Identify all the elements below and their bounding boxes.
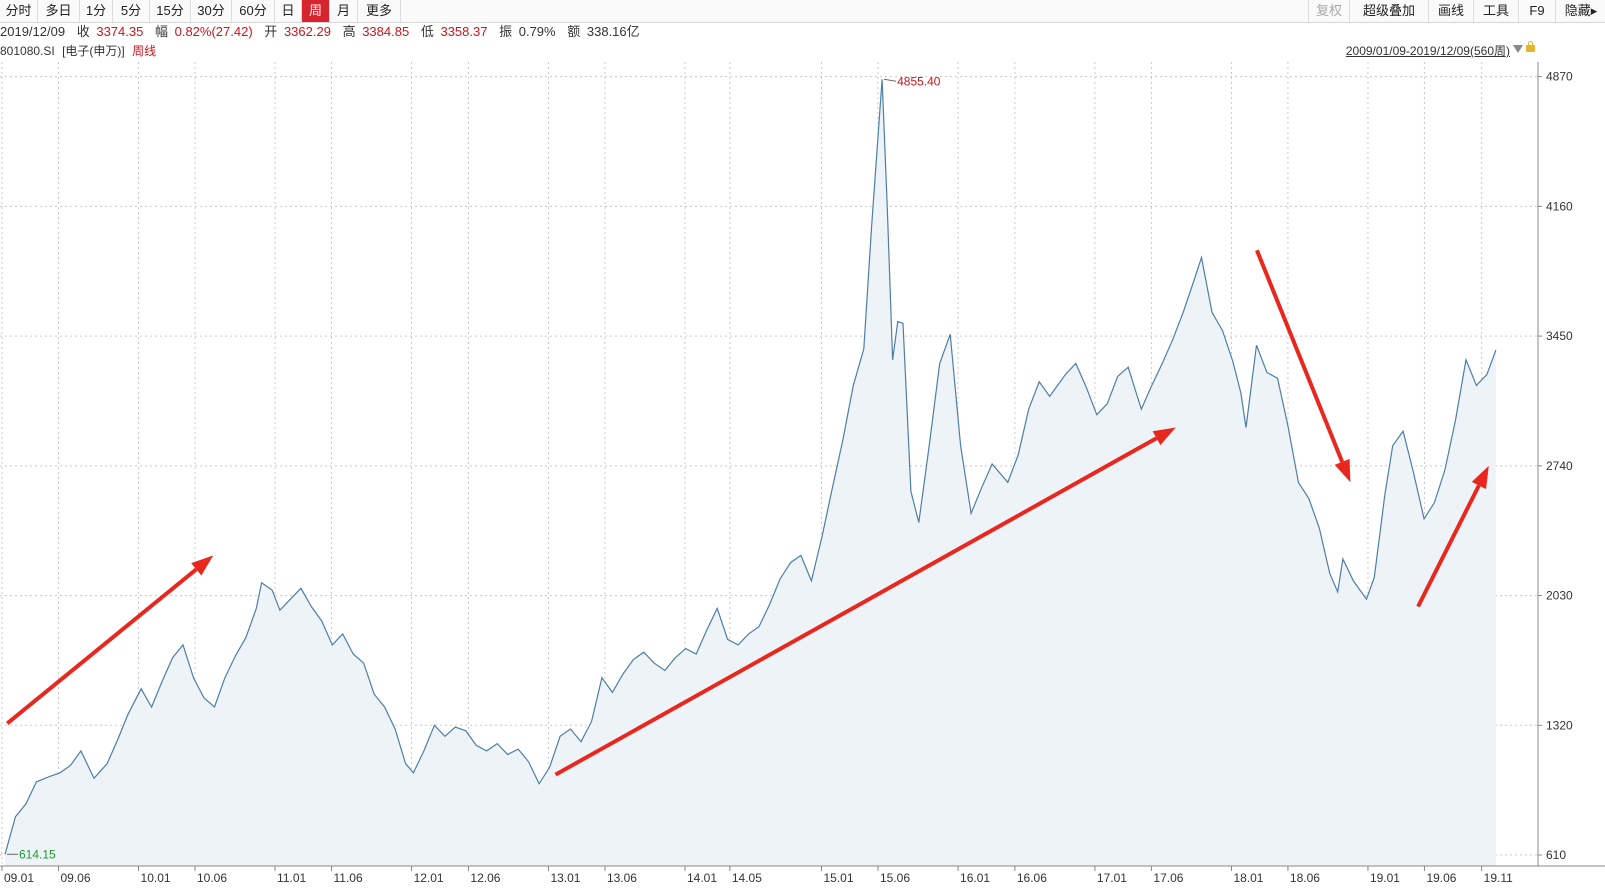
x-tick-label: 14.01	[687, 871, 717, 885]
x-tick-labels: 09.01 09.06 10.01 10.06 11.01 11.06 12.01 12.06…	[1, 866, 1513, 885]
period-button-1[interactable]: 多日	[38, 0, 80, 22]
x-tick-label: 17.06	[1153, 871, 1183, 885]
trend-arrow-head	[1471, 465, 1489, 490]
symbol-name: [电子(申万)]	[62, 44, 125, 58]
y-tick-labels: 610 1320 2030 2740 3450 4160 4870	[1538, 70, 1573, 862]
amplitude-label: 振	[499, 24, 513, 39]
symbol-code: 801080.SI	[0, 44, 55, 58]
x-tick-label: 18.06	[1290, 871, 1320, 885]
trend-arrow-shaft	[5, 567, 198, 726]
tool-button-5[interactable]: 隐藏▸	[1555, 0, 1605, 22]
period-button-3[interactable]: 5分	[113, 0, 150, 22]
trend-arrows	[5, 249, 1489, 777]
amount-label: 额	[567, 24, 581, 39]
close-value: 3374.35	[96, 24, 144, 39]
y-tick-label: 4870	[1546, 70, 1573, 84]
trend-arrow-head	[191, 555, 214, 576]
change-label: 幅	[154, 24, 168, 39]
change-value: 0.82%(27.42)	[174, 24, 253, 39]
x-tick-label: 17.01	[1097, 871, 1127, 885]
low-value: 3358.37	[440, 24, 488, 39]
date-range-selector[interactable]: 2009/01/09-2019/12/09(560周)	[1345, 44, 1510, 58]
extreme-annotations: 4855.40 614.15	[6, 74, 941, 861]
y-tick-label: 3450	[1546, 329, 1573, 343]
high-label: 高	[342, 24, 356, 39]
x-tick-label: 19.06	[1426, 871, 1456, 885]
y-tick-label: 2740	[1546, 459, 1573, 473]
x-tick-label: 14.05	[732, 871, 762, 885]
symbol-row: 801080.SI [电子(申万)] 周线	[0, 42, 156, 60]
trend-arrow-shaft	[1255, 249, 1345, 463]
y-tick-label: 2030	[1546, 589, 1573, 603]
trend-arrow-shaft	[554, 436, 1158, 777]
open-value: 3362.29	[283, 24, 331, 39]
price-area-fill	[5, 79, 1496, 867]
min-value-label: 614.15	[19, 847, 56, 861]
x-tick-label: 11.06	[334, 871, 363, 885]
x-tick-label: 19.11	[1484, 871, 1513, 885]
x-tick-label: 16.06	[1017, 871, 1047, 885]
max-value-label: 4855.40	[897, 74, 941, 88]
quote-info-row: 2019/12/09 收 3374.35 幅 0.82%(27.42) 开 33…	[0, 22, 1605, 42]
x-tick-label: 09.01	[4, 871, 34, 885]
amplitude-value: 0.79%	[518, 24, 556, 39]
x-tick-label: 09.06	[60, 871, 90, 885]
x-tick-label: 13.06	[607, 871, 637, 885]
y-tick-label: 4160	[1546, 199, 1573, 213]
trend-arrow-shaft	[1416, 484, 1481, 608]
lock-icon[interactable]	[1526, 41, 1535, 52]
y-tick-label: 610	[1546, 848, 1566, 862]
period-button-2[interactable]: 1分	[80, 0, 113, 22]
y-tick-label: 1320	[1546, 718, 1573, 732]
period-toolbar: 分时 多日 1分 5分 15分 30分 60分日周月更多 复权 超级叠加 画线 工具 F9 隐藏▸	[0, 0, 1605, 23]
period-button-6[interactable]: 60分	[232, 0, 275, 22]
x-tick-label: 16.01	[960, 871, 990, 885]
period-label: 周线	[132, 44, 157, 58]
period-button-8[interactable]: 周	[302, 0, 330, 22]
amount-value: 338.16亿	[586, 24, 640, 39]
x-tick-label: 19.01	[1370, 871, 1400, 885]
x-tick-label: 10.06	[197, 871, 227, 885]
close-label: 收	[76, 24, 90, 39]
open-label: 开	[264, 24, 278, 39]
x-tick-label: 11.01	[277, 871, 306, 885]
period-button-0[interactable]: 分时	[0, 0, 38, 22]
chevron-down-icon[interactable]	[1513, 45, 1523, 53]
low-label: 低	[420, 24, 434, 39]
trend-arrow-head	[1152, 427, 1176, 446]
period-button-7[interactable]: 日	[275, 0, 302, 22]
x-tick-label: 15.01	[824, 871, 854, 885]
max-pointer	[884, 78, 897, 82]
high-value: 3384.85	[362, 24, 410, 39]
quote-date: 2019/12/09	[0, 24, 66, 39]
x-tick-label: 10.01	[141, 871, 171, 885]
period-button-10[interactable]: 更多	[358, 0, 401, 22]
x-tick-label: 12.06	[470, 871, 500, 885]
period-button-9[interactable]: 月	[330, 0, 358, 22]
price-line	[4, 79, 1497, 855]
x-tick-label: 13.01	[550, 871, 580, 885]
x-tick-label: 12.01	[414, 871, 444, 885]
x-tick-label: 15.06	[880, 871, 910, 885]
x-tick-label: 18.01	[1233, 871, 1263, 885]
axes	[0, 62, 1605, 867]
period-button-5[interactable]: 30分	[191, 0, 232, 22]
period-button-4[interactable]: 15分	[150, 0, 191, 22]
trend-arrow-head	[1334, 458, 1351, 483]
